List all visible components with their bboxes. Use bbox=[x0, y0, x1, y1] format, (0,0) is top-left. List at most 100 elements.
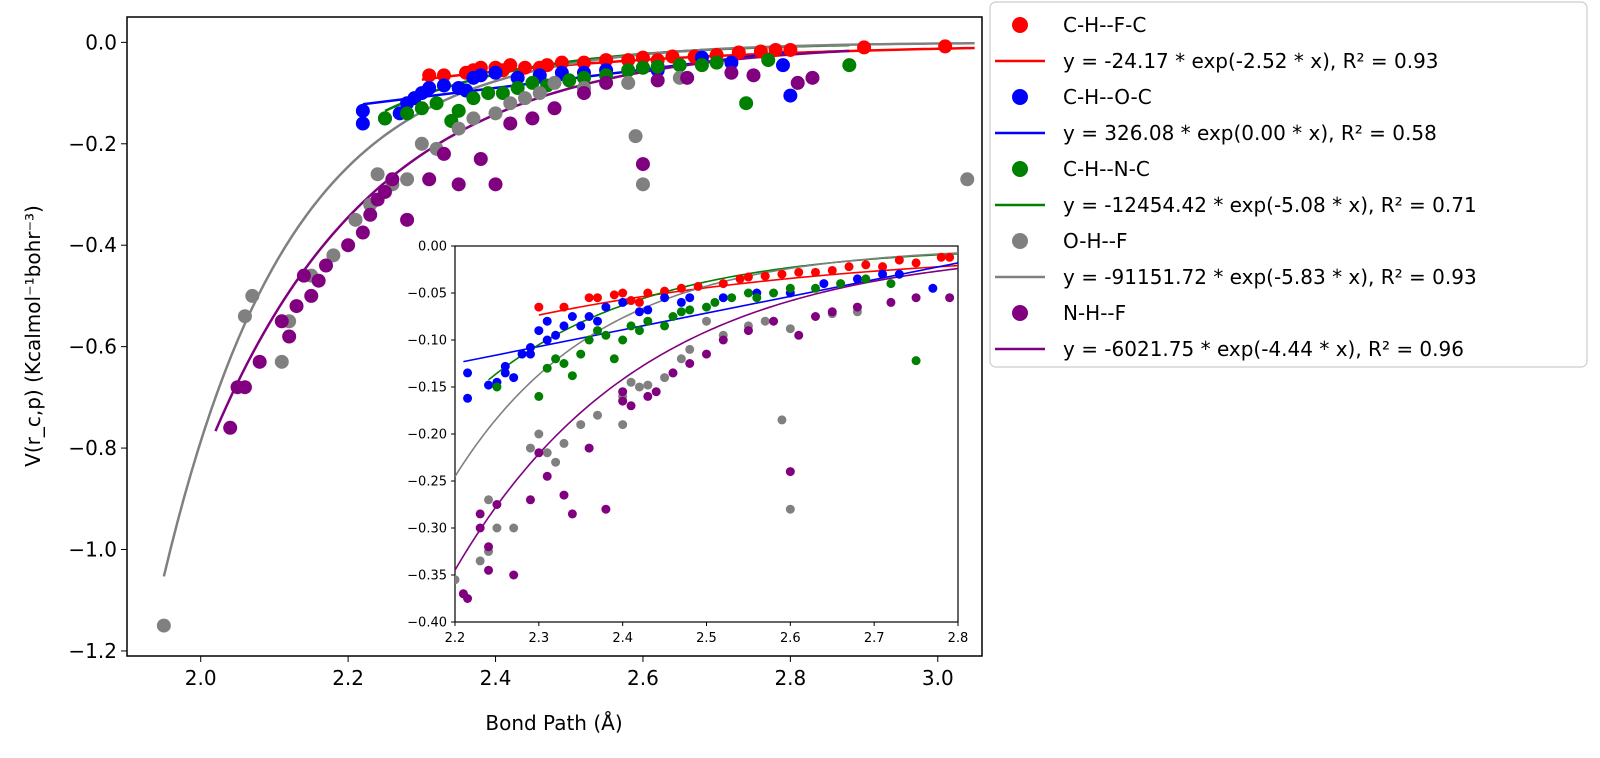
inset-point-0-21 bbox=[861, 260, 871, 270]
legend-label-0: C-H--F-C bbox=[1063, 13, 1146, 37]
y-axis-label-group: V(r_c,p) (Kcalmol⁻¹bohr⁻³) bbox=[21, 205, 45, 467]
inset-point-2-16 bbox=[668, 312, 678, 321]
main-point-3-22 bbox=[621, 75, 636, 90]
inset-point-3-22 bbox=[685, 344, 695, 354]
inset-y-tick-label-3: −0.15 bbox=[407, 381, 447, 396]
main-point-4-19 bbox=[436, 146, 451, 161]
inset-point-2-17 bbox=[676, 307, 686, 317]
main-point-0-1 bbox=[436, 68, 451, 83]
main-point-4-27 bbox=[599, 75, 614, 90]
main-fit-line-4 bbox=[214, 49, 850, 432]
inset-point-1-24 bbox=[676, 297, 686, 307]
main-y-ticks: 0.0 −0.2 −0.4 −0.6 −0.8 −1.0 −1.2 bbox=[68, 30, 127, 663]
inset-point-2-6 bbox=[576, 349, 586, 359]
inset-point-1-7 bbox=[517, 349, 527, 359]
main-point-2-5 bbox=[451, 103, 466, 118]
inset-point-4-32 bbox=[911, 293, 921, 303]
inset-point-2-9 bbox=[601, 330, 611, 340]
inset-point-4-23 bbox=[718, 335, 728, 345]
legend-marker-2 bbox=[1012, 161, 1028, 177]
inset-point-1-1 bbox=[463, 393, 473, 403]
main-point-4-22 bbox=[488, 177, 503, 192]
main-fit-line-3 bbox=[162, 41, 975, 577]
main-point-2-19 bbox=[694, 58, 709, 73]
inset-point-4-22 bbox=[702, 349, 711, 359]
main-point-4-29 bbox=[650, 73, 665, 88]
inset-point-2-29 bbox=[886, 279, 896, 289]
main-point-0-20 bbox=[731, 45, 746, 60]
inset-point-4-9 bbox=[534, 448, 544, 458]
main-y-tick-label-1: −0.2 bbox=[68, 132, 117, 156]
inset-point-3-5 bbox=[492, 523, 502, 533]
inset-point-2-15 bbox=[660, 321, 670, 331]
inset-point-2-30 bbox=[911, 356, 921, 366]
inset-point-2-25 bbox=[785, 283, 795, 293]
inset-point-3-19 bbox=[660, 373, 670, 383]
inset-point-0-10 bbox=[676, 283, 686, 293]
inset-point-2-1 bbox=[534, 391, 544, 401]
main-point-0-15 bbox=[635, 50, 650, 65]
inset-point-2-8 bbox=[593, 326, 603, 336]
inset-point-4-10 bbox=[542, 471, 552, 481]
inset-point-3-10 bbox=[551, 457, 561, 467]
inset-point-0-8 bbox=[643, 288, 653, 298]
main-point-2-15 bbox=[621, 63, 636, 78]
main-point-2-0 bbox=[377, 111, 392, 126]
inset-point-0-7 bbox=[634, 297, 644, 307]
inset-point-1-6 bbox=[509, 373, 519, 383]
main-y-tick-label-3: −0.6 bbox=[68, 335, 117, 359]
inset-fit-line-0 bbox=[538, 264, 958, 316]
inset-point-2-10 bbox=[609, 354, 619, 364]
main-point-0-12 bbox=[576, 55, 591, 70]
main-point-2-13 bbox=[576, 70, 591, 85]
main-point-0-23 bbox=[783, 42, 798, 57]
inset-point-1-10 bbox=[534, 326, 544, 336]
inset-point-2-27 bbox=[836, 279, 846, 289]
main-point-4-31 bbox=[724, 65, 739, 80]
inset-point-2-21 bbox=[727, 293, 737, 303]
inset-point-4-5 bbox=[484, 565, 494, 575]
main-x-tick-label-5: 3.0 bbox=[922, 666, 954, 690]
main-point-3-12 bbox=[414, 136, 429, 151]
main-point-4-33 bbox=[790, 75, 805, 90]
main-point-4-34 bbox=[805, 70, 820, 85]
inset-point-0-13 bbox=[735, 274, 745, 284]
inset-point-0-19 bbox=[827, 265, 837, 275]
inset-point-2-3 bbox=[551, 354, 561, 364]
inset-y-tick-label-4: −0.20 bbox=[407, 428, 447, 443]
inset-point-3-21 bbox=[676, 354, 686, 364]
main-y-tick-label-4: −0.8 bbox=[68, 436, 117, 460]
main-point-4-6 bbox=[289, 299, 304, 314]
main-point-3-11 bbox=[400, 172, 415, 187]
inset-point-3-9 bbox=[542, 448, 552, 458]
inset-point-1-19 bbox=[601, 302, 611, 312]
inset-point-3-17 bbox=[634, 382, 644, 392]
legend-label-1: C-H--O-C bbox=[1063, 85, 1152, 109]
main-point-2-1 bbox=[400, 106, 415, 121]
inset-point-4-25 bbox=[769, 316, 779, 326]
main-point-0-10 bbox=[540, 58, 555, 73]
main-point-2-23 bbox=[842, 58, 857, 73]
main-point-4-8 bbox=[304, 288, 319, 303]
legend-label-2: C-H--N-C bbox=[1063, 157, 1150, 181]
legend: C-H--F-C y = -24.17 * exp(-2.52 * x), R² … bbox=[995, 13, 1477, 361]
main-point-0-13 bbox=[599, 53, 614, 68]
inset-point-4-30 bbox=[852, 302, 862, 312]
main-point-2-9 bbox=[510, 81, 525, 95]
main-point-3-14 bbox=[451, 121, 466, 136]
main-x-tick-label-4: 2.8 bbox=[774, 666, 806, 690]
main-point-3-3 bbox=[274, 354, 289, 369]
inset-point-2-5 bbox=[567, 371, 577, 381]
inset-point-1-9 bbox=[525, 343, 535, 353]
inset-x-tick-label-3: 2.5 bbox=[696, 631, 717, 646]
legend-marker-1 bbox=[1012, 89, 1028, 105]
inset-point-1-16 bbox=[576, 321, 586, 331]
main-point-4-15 bbox=[377, 184, 392, 199]
main-point-1-24 bbox=[783, 88, 798, 103]
main-point-3-18 bbox=[518, 91, 533, 106]
inset-point-4-3 bbox=[475, 509, 485, 519]
main-point-2-17 bbox=[650, 59, 665, 74]
main-point-0-11 bbox=[554, 55, 569, 70]
main-point-2-20 bbox=[709, 55, 724, 70]
main-point-3-15 bbox=[466, 111, 481, 126]
